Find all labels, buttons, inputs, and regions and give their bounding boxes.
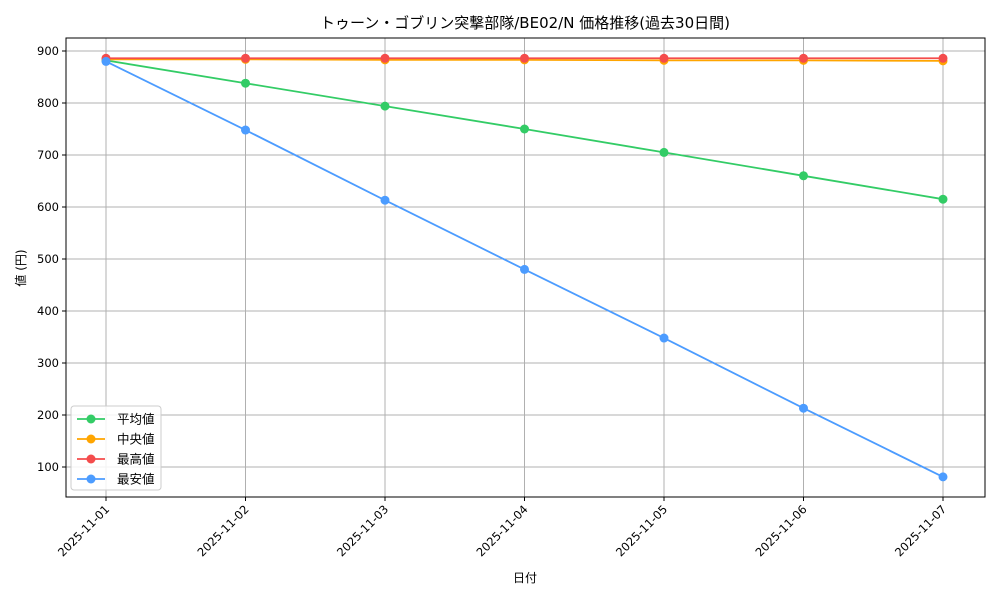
x-tick-label: 2025-11-01 xyxy=(55,502,112,559)
data-point xyxy=(380,101,390,111)
data-point xyxy=(938,472,948,482)
y-tick-label: 200 xyxy=(37,408,59,422)
legend-item: 最高値 xyxy=(77,452,155,467)
y-tick-label: 900 xyxy=(37,44,59,58)
legend-item: 中央値 xyxy=(77,432,155,447)
x-axis-label: 日付 xyxy=(513,571,537,585)
x-tick-label: 2025-11-07 xyxy=(892,502,949,559)
y-tick-label: 400 xyxy=(37,304,59,318)
data-point xyxy=(799,53,808,63)
y-tick-label: 500 xyxy=(37,252,59,266)
legend-item: 平均値 xyxy=(77,412,155,427)
data-point xyxy=(380,53,390,63)
legend-marker-icon xyxy=(86,414,96,424)
legend-marker-icon xyxy=(86,454,96,464)
x-axis-ticks: 2025-11-01 2025-11-02 2025-11-03 2025-11-04… xyxy=(55,497,949,559)
data-point xyxy=(799,171,808,181)
x-tick-label: 2025-11-04 xyxy=(473,502,530,559)
y-tick-label: 800 xyxy=(37,96,59,110)
y-tick-label: 700 xyxy=(37,148,59,162)
axes-frame xyxy=(65,37,986,498)
data-point xyxy=(938,194,948,204)
legend-marker-icon xyxy=(86,474,96,484)
series-3 xyxy=(101,56,948,482)
series-layer xyxy=(101,53,948,482)
y-axis-label: 値 (円) xyxy=(13,249,28,286)
data-point xyxy=(659,147,669,157)
data-point xyxy=(241,53,250,63)
x-tick-label: 2025-11-03 xyxy=(334,502,391,559)
data-point xyxy=(101,56,111,66)
data-point xyxy=(520,53,529,63)
legend-label: 最高値 xyxy=(117,452,155,467)
data-point xyxy=(241,78,250,88)
data-point xyxy=(380,195,390,205)
legend-marker-icon xyxy=(86,434,96,444)
legend-label: 平均値 xyxy=(117,412,155,427)
data-point xyxy=(659,333,669,343)
y-tick-label: 300 xyxy=(37,356,59,370)
y-tick-label: 600 xyxy=(37,200,59,214)
data-point xyxy=(659,53,669,63)
data-point xyxy=(938,53,948,63)
data-point xyxy=(520,124,529,134)
legend-label: 中央値 xyxy=(117,432,155,447)
series-2 xyxy=(101,53,948,63)
data-point xyxy=(520,264,529,274)
x-tick-label: 2025-11-05 xyxy=(613,502,670,559)
chart-title: トゥーン・ゴブリン突撃部隊/BE02/N 価格推移(過去30日間) xyxy=(320,14,730,32)
y-axis-ticks: 100 200 300 400 500 600 700 800 900 xyxy=(37,44,66,474)
x-tick-label: 2025-11-02 xyxy=(194,502,251,559)
legend-item: 最安値 xyxy=(77,472,155,487)
legend-label: 最安値 xyxy=(117,472,155,487)
data-point xyxy=(799,403,808,413)
x-tick-label: 2025-11-06 xyxy=(752,502,809,559)
y-tick-label: 100 xyxy=(37,460,59,474)
data-point xyxy=(241,125,250,135)
